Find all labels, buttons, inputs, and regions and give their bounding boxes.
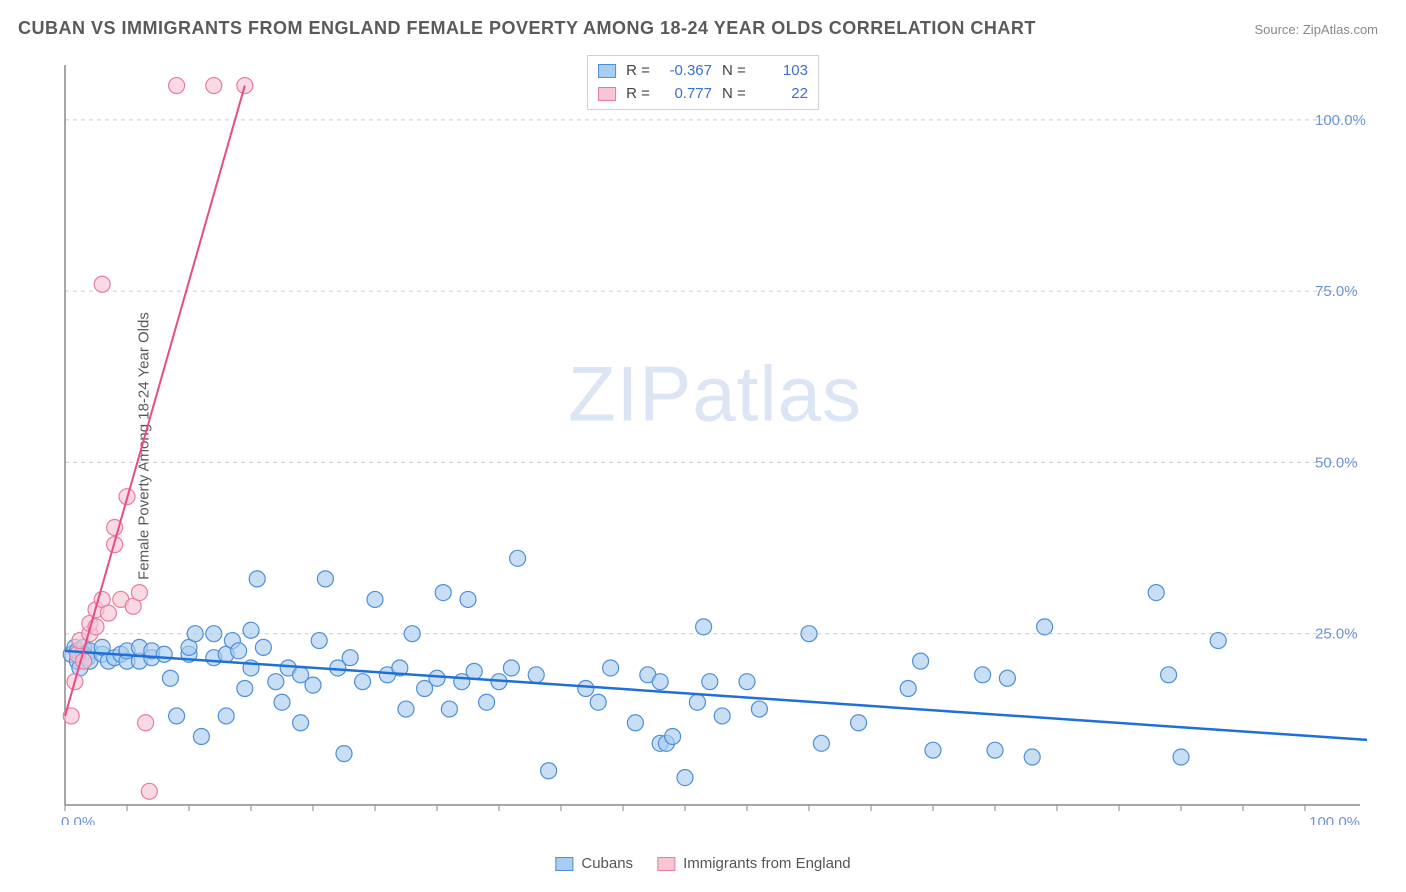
swatch-pink <box>598 87 616 101</box>
svg-text:75.0%: 75.0% <box>1315 283 1358 300</box>
n-label: N = 103 <box>722 60 808 83</box>
n-value: 22 <box>750 83 808 106</box>
n-value: 103 <box>750 60 808 83</box>
series-legend: Cubans Immigrants from England <box>555 855 850 872</box>
r-label: R = -0.367 <box>626 60 712 83</box>
legend-item: Immigrants from England <box>657 855 851 872</box>
n-label: N = 22 <box>722 83 808 106</box>
svg-text:25.0%: 25.0% <box>1315 626 1358 643</box>
chart-title: CUBAN VS IMMIGRANTS FROM ENGLAND FEMALE … <box>18 18 1036 39</box>
legend-label: Cubans <box>581 855 633 872</box>
svg-text:100.0%: 100.0% <box>1315 112 1366 129</box>
swatch-pink <box>657 857 675 871</box>
legend-row: R = 0.777 N = 22 <box>598 83 808 106</box>
r-value: -0.367 <box>654 60 712 83</box>
chart-area: 25.0%50.0%75.0%100.0% 0.0%100.0% ZIPatla… <box>55 55 1375 825</box>
correlation-legend: R = -0.367 N = 103 R = 0.777 N = 22 <box>587 55 819 110</box>
legend-row: R = -0.367 N = 103 <box>598 60 808 83</box>
r-value: 0.777 <box>654 83 712 106</box>
swatch-blue <box>598 64 616 78</box>
legend-label: Immigrants from England <box>683 855 851 872</box>
svg-text:0.0%: 0.0% <box>61 814 95 825</box>
svg-text:50.0%: 50.0% <box>1315 454 1358 471</box>
svg-text:100.0%: 100.0% <box>1309 814 1360 825</box>
legend-item: Cubans <box>555 855 633 872</box>
scatter-chart: 25.0% 50.0% 75.0% 100.0% 0.0% 100.0% <box>55 55 1375 825</box>
swatch-blue <box>555 857 573 871</box>
source-label: Source: ZipAtlas.com <box>1254 22 1378 37</box>
r-label: R = 0.777 <box>626 83 712 106</box>
